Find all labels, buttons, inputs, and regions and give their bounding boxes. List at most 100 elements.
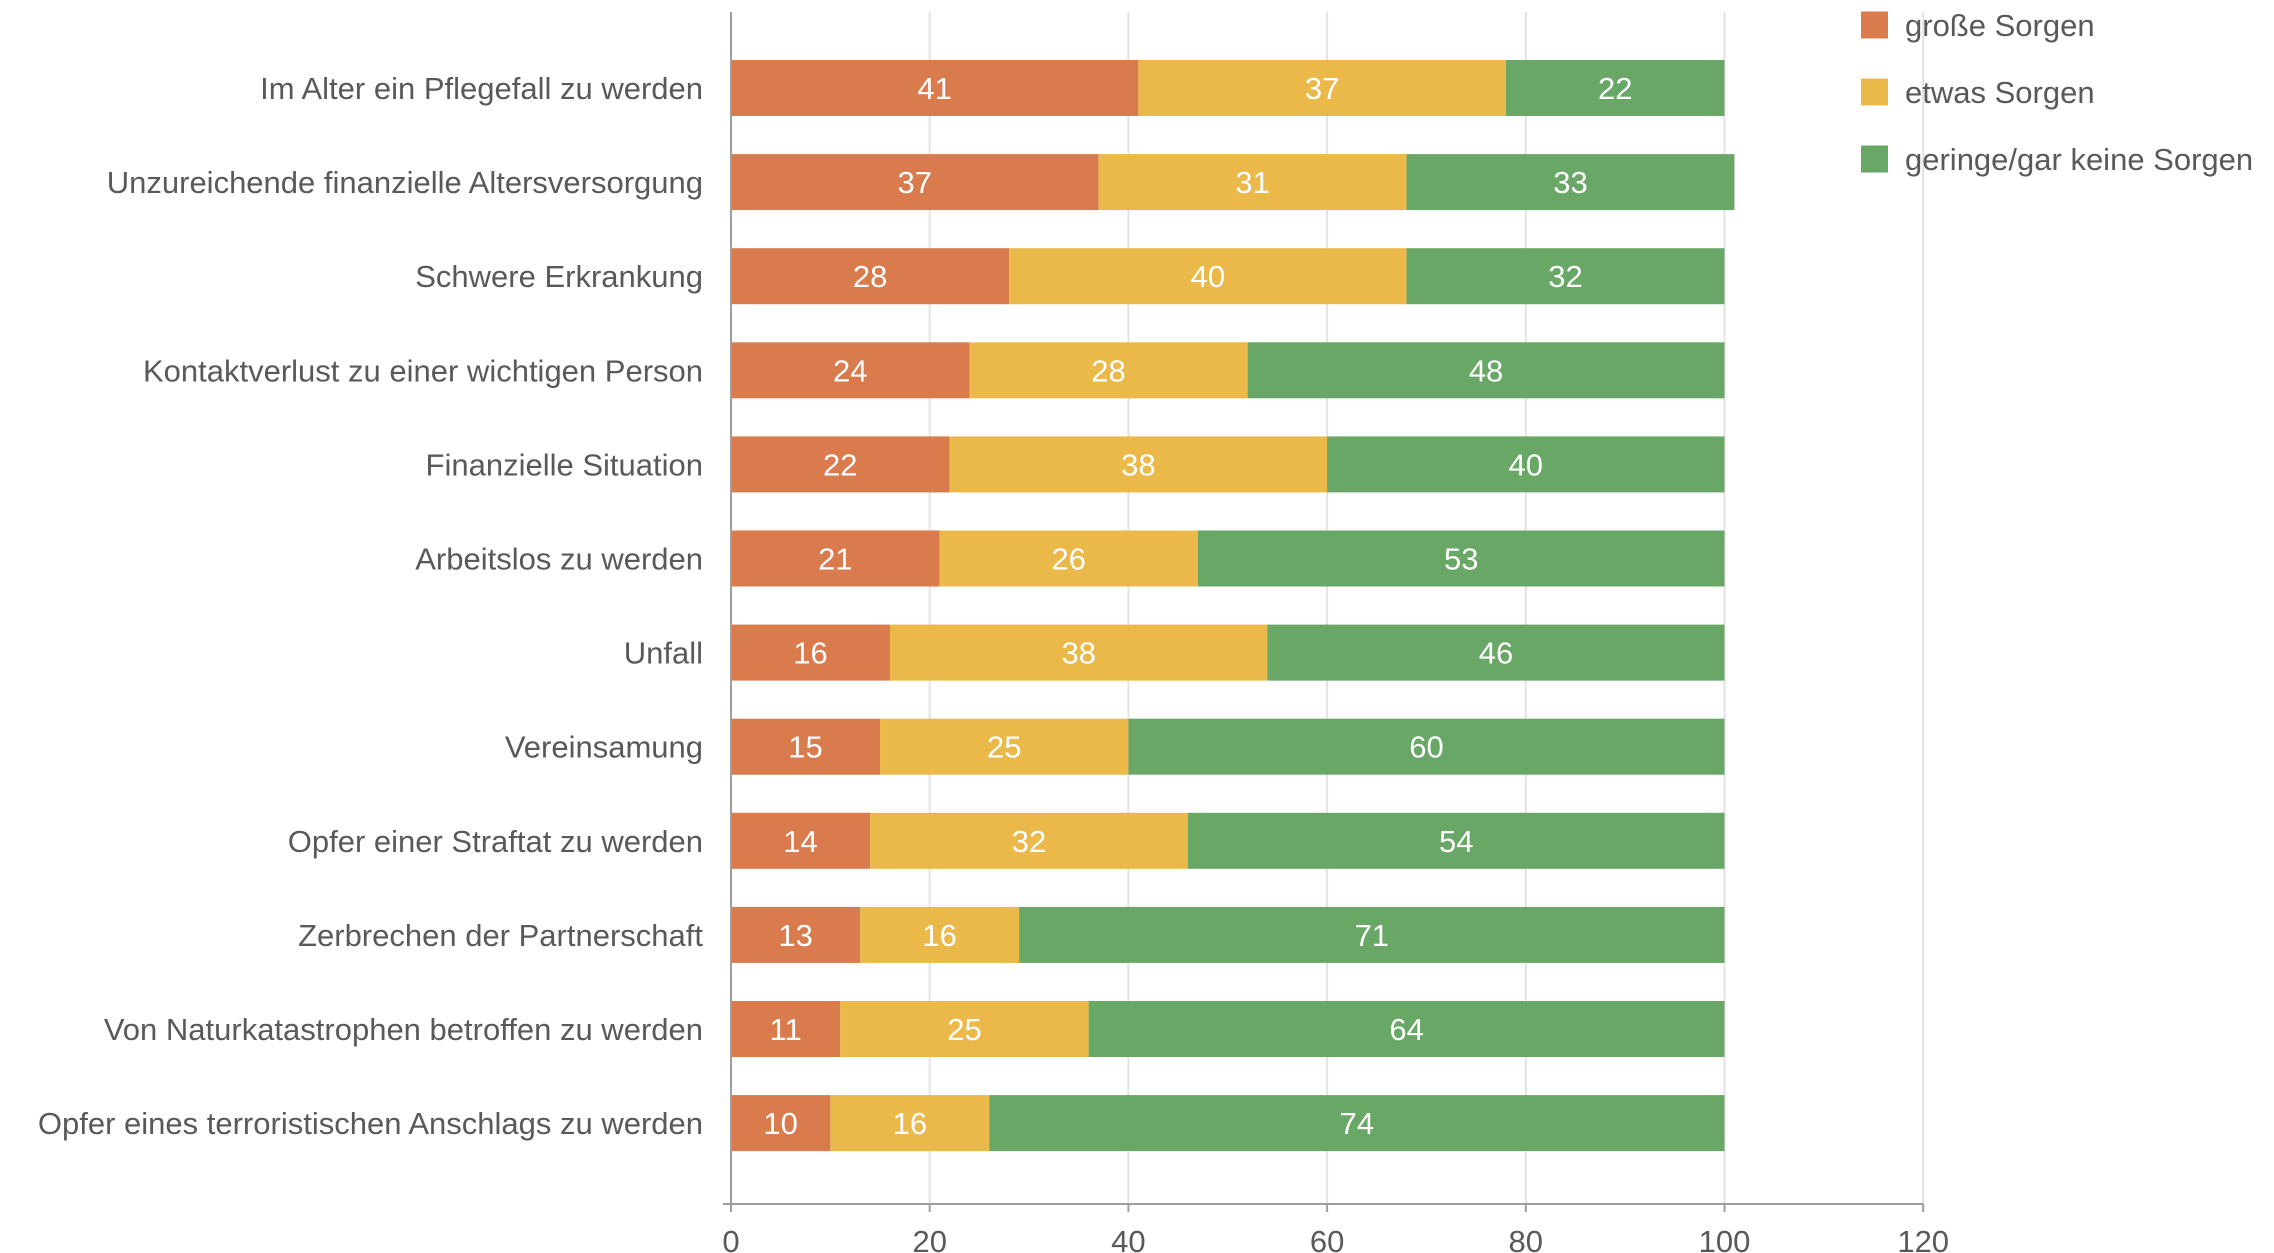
x-axis: 0 20 40 60 80 100 120 [722, 12, 1949, 1253]
legend-swatch [1861, 78, 1888, 106]
bar-segment-3 [1267, 624, 1725, 681]
data-label: 24 [833, 353, 867, 388]
bar-segment-3 [989, 1095, 1725, 1152]
bar-segment-1 [731, 624, 890, 681]
bar-row: 24 28 48 [731, 342, 1725, 399]
tick-label: 40 [1111, 1224, 1145, 1253]
tick-label: 100 [1699, 1224, 1751, 1253]
bar-segment-2 [939, 530, 1198, 587]
legend-label: etwas Sorgen [1905, 75, 2095, 110]
data-label: 60 [1409, 730, 1443, 765]
bar-row: 13 16 71 [731, 906, 1725, 963]
category-label: Unfall [624, 636, 703, 671]
bar-segment-2 [889, 624, 1268, 681]
bar-segment-2 [880, 718, 1129, 775]
bar-segment-2 [969, 342, 1248, 399]
bar-row: 15 25 60 [731, 718, 1725, 775]
bar-segment-2 [830, 1095, 990, 1152]
data-label: 37 [898, 165, 932, 200]
data-label: 37 [1305, 71, 1339, 106]
data-label: 54 [1439, 824, 1473, 859]
bar-segment-1 [731, 60, 1139, 116]
bar-segment-2 [1098, 154, 1407, 211]
bar-segment-3 [1406, 248, 1725, 305]
bar-row: 28 40 32 [731, 248, 1725, 305]
data-label: 10 [763, 1106, 797, 1141]
bar-segment-3 [1247, 342, 1725, 399]
bar-row: 37 31 33 [731, 154, 1735, 211]
legend-label: geringe/gar keine Sorgen [1905, 142, 2253, 177]
category-label: Zerbrechen der Partnerschaft [298, 918, 703, 953]
bar-segment-1 [731, 248, 1010, 305]
data-label: 11 [770, 1012, 802, 1047]
bar-segment-1 [731, 906, 861, 963]
data-label: 25 [987, 730, 1021, 765]
bar-segment-1 [731, 436, 950, 493]
bar-segment-2 [840, 1001, 1089, 1057]
data-label: 22 [823, 447, 857, 482]
data-label: 40 [1509, 447, 1543, 482]
data-label: 28 [853, 259, 887, 294]
bar-row: 16 38 46 [731, 624, 1725, 681]
legend-swatch [1861, 11, 1888, 39]
data-label: 15 [788, 730, 822, 765]
legend-item: geringe/gar keine Sorgen [1861, 142, 2253, 177]
bar-segment-1 [731, 1001, 841, 1057]
bar-row: 41 37 22 [731, 60, 1725, 116]
tick-label: 80 [1509, 1224, 1543, 1253]
data-label: 26 [1052, 542, 1086, 577]
bar-segment-3 [1327, 436, 1725, 493]
category-label: Von Naturkatastrophen betroffen zu werde… [104, 1012, 703, 1047]
bar-segment-2 [949, 436, 1328, 493]
bar-row: 14 32 54 [731, 812, 1725, 869]
data-label: 16 [922, 918, 956, 953]
category-label: Vereinsamung [505, 730, 703, 765]
data-label: 31 [1235, 165, 1269, 200]
data-label: 16 [893, 1106, 927, 1141]
bar-segment-3 [1505, 60, 1725, 116]
bar-segment-1 [731, 1095, 831, 1152]
data-label: 32 [1012, 824, 1046, 859]
data-label: 64 [1389, 1012, 1423, 1047]
bar-groups: 41 37 22 37 31 33 28 40 32 24 28 48 22 38 40 21 26 53 16 38… [731, 60, 1735, 1152]
bar-row: 21 26 53 [731, 530, 1725, 587]
data-label: 32 [1548, 259, 1582, 294]
category-labels: Im Alter ein Pflegefall zu werden Unzurei… [38, 71, 703, 1141]
category-label: Unzureichende finanzielle Altersversorgu… [107, 165, 703, 200]
data-label: 16 [793, 636, 827, 671]
data-label: 28 [1091, 353, 1125, 388]
legend-label: große Sorgen [1905, 8, 2095, 43]
category-label: Opfer eines terroristischen Anschlags zu… [38, 1106, 703, 1141]
data-label: 71 [1355, 918, 1389, 953]
data-label: 74 [1340, 1106, 1374, 1141]
data-label: 33 [1553, 165, 1587, 200]
data-label: 53 [1444, 542, 1478, 577]
bar-segment-2 [1138, 60, 1506, 116]
data-label: 22 [1598, 71, 1632, 106]
bar-segment-3 [1019, 906, 1725, 963]
data-label: 38 [1061, 636, 1095, 671]
legend-swatch [1861, 145, 1888, 173]
tick-label: 60 [1310, 1224, 1344, 1253]
bar-segment-3 [1406, 154, 1735, 211]
data-label: 25 [947, 1012, 981, 1047]
bar-segment-1 [731, 812, 871, 869]
bar-segment-3 [1088, 1001, 1725, 1057]
data-label: 13 [778, 918, 812, 953]
bar-segment-2 [870, 812, 1189, 869]
legend-item: große Sorgen [1861, 8, 2095, 43]
bar-row: 11 25 64 [731, 1001, 1725, 1057]
data-label: 21 [818, 542, 852, 577]
category-label: Schwere Erkrankung [415, 259, 703, 294]
bar-segment-2 [860, 906, 1020, 963]
bar-segment-3 [1197, 530, 1725, 587]
data-label: 48 [1469, 353, 1503, 388]
data-label: 38 [1121, 447, 1155, 482]
legend-item: etwas Sorgen [1861, 75, 2095, 110]
data-label: 46 [1479, 636, 1513, 671]
bar-segment-1 [731, 154, 1099, 211]
bar-row: 22 38 40 [731, 436, 1725, 493]
category-label: Finanzielle Situation [426, 447, 703, 482]
